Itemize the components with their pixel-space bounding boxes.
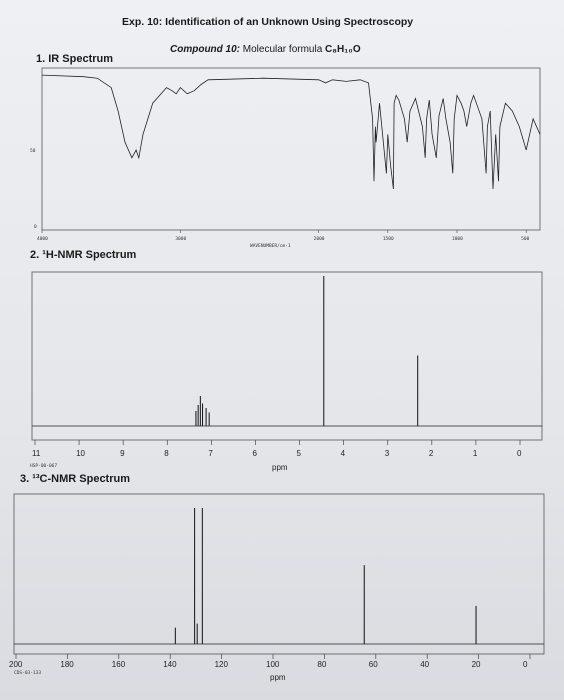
- cnmr-x-tick-label: 160: [112, 660, 126, 669]
- hnmr-x-label: ppm: [272, 463, 288, 472]
- ir-x-tick-label: 4000: [37, 236, 48, 242]
- hnmr-x-ticks: 11 10 9 8 7 6 5 4 3 2 1 0: [32, 440, 522, 458]
- ir-y-tick-50: 50: [30, 148, 36, 154]
- cnmr-x-tick-label: 100: [266, 660, 280, 669]
- hnmr-x-tick-label: 1: [473, 449, 478, 458]
- ir-x-tick-label: 500: [521, 236, 529, 242]
- hnmr-x-tick-label: 2: [429, 449, 434, 458]
- hnmr-x-tick-label: 3: [385, 449, 390, 458]
- ir-x-tick-label: 2000: [314, 236, 325, 242]
- cnmr-peaks: [174, 508, 477, 644]
- ir-x-tick-label: 1500: [383, 236, 394, 242]
- formula-label: Molecular formula: [242, 44, 323, 55]
- hnmr-x-tick-label: 9: [120, 449, 125, 458]
- ir-x-tick-label: 1000: [452, 236, 463, 242]
- cnmr-heading: 3. ¹³C-NMR Spectrum: [20, 473, 131, 485]
- cnmr-x-tick-label: 180: [60, 660, 74, 669]
- hnmr-x-tick-label: 4: [341, 449, 346, 458]
- hnmr-x-tick-label: 11: [32, 449, 41, 458]
- molecular-formula: C₈H₁₀O: [325, 44, 361, 55]
- hnmr-x-tick-label: 7: [208, 449, 213, 458]
- ir-y-tick-0: 0: [34, 224, 37, 230]
- hnmr-code: HSP-00-067: [30, 463, 57, 469]
- hnmr-x-tick-label: 0: [517, 449, 522, 458]
- ir-trace: [41, 74, 541, 190]
- hnmr-x-tick-label: 10: [76, 449, 85, 458]
- cnmr-x-tick-label: 60: [369, 660, 378, 669]
- ir-x-label: WAVENUMBER/cm-1: [250, 243, 291, 249]
- hnmr-x-tick-label: 8: [164, 449, 169, 458]
- cnmr-x-tick-label: 200: [9, 660, 23, 669]
- ir-x-tick-label: 3000: [175, 236, 186, 242]
- cnmr-x-tick-label: 0: [523, 660, 528, 669]
- ir-frame: [41, 67, 541, 231]
- compound-line: Compound 10: Molecular formula C₈H₁₀O: [170, 44, 361, 55]
- cnmr-x-tick-label: 80: [317, 660, 326, 669]
- hnmr-frame: [31, 271, 543, 441]
- hnmr-x-tick-label: 6: [252, 449, 257, 458]
- cnmr-x-tick-label: 20: [472, 660, 481, 669]
- cnmr-x-tick-label: 40: [420, 660, 429, 669]
- cnmr-x-ticks: 200 180 160 140 120 100 80 60 40 20 0: [9, 654, 531, 669]
- hnmr-peaks: [195, 276, 419, 426]
- compound-label: Compound 10:: [170, 44, 240, 55]
- cnmr-x-tick-label: 140: [163, 660, 177, 669]
- cnmr-x-tick-label: 120: [215, 660, 229, 669]
- page-title: Exp. 10: Identification of an Unknown Us…: [122, 16, 414, 28]
- cnmr-frame: [13, 493, 545, 655]
- hnmr-x-tick-label: 5: [297, 449, 302, 458]
- ir-heading: 1. IR Spectrum: [36, 53, 114, 65]
- ir-x-ticks: 4000 3000 2000 1500 1000 500: [37, 230, 530, 242]
- cnmr-code: CDS-03-133: [14, 670, 41, 676]
- hnmr-heading: 2. ¹H-NMR Spectrum: [30, 249, 137, 261]
- cnmr-x-label: ppm: [270, 673, 286, 682]
